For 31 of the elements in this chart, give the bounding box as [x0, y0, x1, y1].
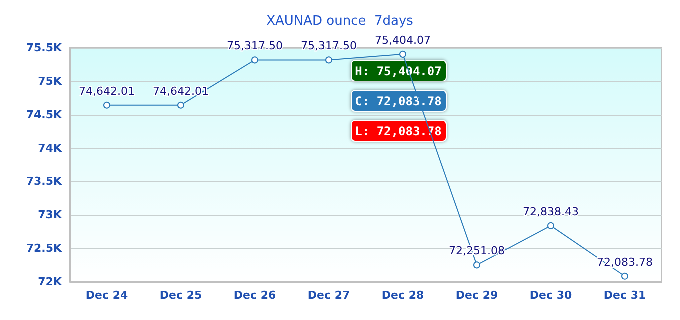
x-tick-label: Dec 30 — [530, 289, 572, 302]
x-tick-label: Dec 24 — [86, 289, 128, 302]
x-tick-label: Dec 29 — [456, 289, 498, 302]
point — [622, 272, 628, 280]
point — [474, 262, 480, 269]
x-tick-label: Dec 27 — [308, 289, 350, 302]
x-tick-label: Dec 28 — [382, 289, 424, 302]
y-tick-label: 73.5K — [26, 175, 62, 188]
point — [548, 222, 554, 230]
y-tick-label: 73K — [38, 208, 62, 222]
point — [252, 56, 258, 64]
point — [104, 102, 110, 109]
x-tick-label: Dec 26 — [234, 289, 276, 302]
y-tick-label: 74.5K — [26, 108, 62, 122]
y-tick-label: 72K — [38, 276, 62, 288]
chart-title: XAUNAD ounce 7days — [266, 14, 414, 29]
y-tick-label: 72.5K — [26, 242, 62, 256]
y-tick-label: 75.5K — [26, 42, 62, 54]
annotation: C: 72,083.78 — [355, 94, 442, 108]
x-tick-label: Dec 31 — [604, 289, 646, 302]
data-label: 75,317.50 — [227, 40, 283, 53]
data-label: 75,317.50 — [301, 40, 357, 53]
data-label: 74,642.01 — [79, 84, 135, 98]
x-tick-label: Dec 25 — [160, 289, 202, 302]
data-label: 75,404.07 — [375, 34, 431, 47]
data-label: 72,838.43 — [523, 205, 579, 218]
point — [178, 102, 184, 109]
y-tick-label: 74K — [38, 142, 62, 155]
point — [400, 50, 406, 58]
y-tick-label: 75K — [38, 74, 62, 88]
point — [326, 56, 332, 64]
